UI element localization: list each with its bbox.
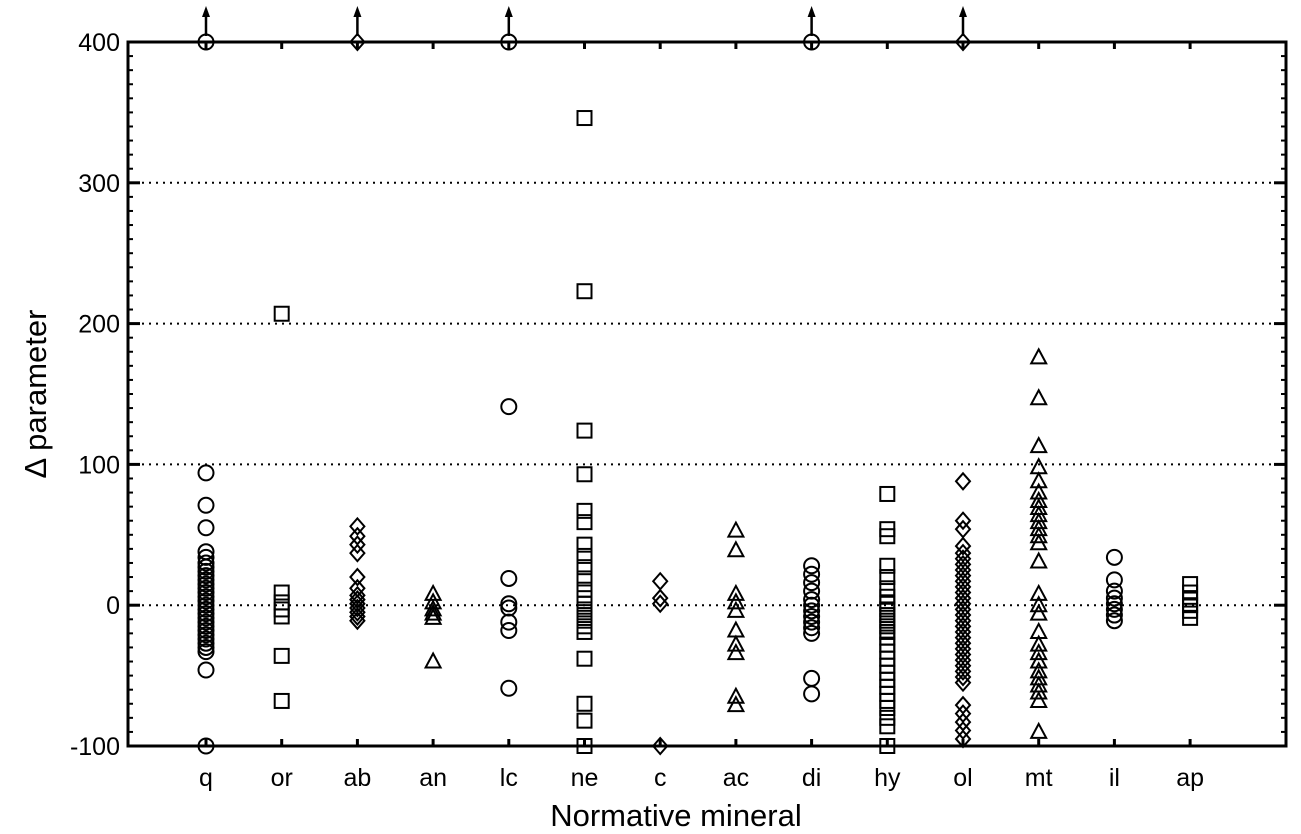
y-tick-label: 100 <box>78 451 120 479</box>
data-point-diamond <box>956 624 970 640</box>
data-point-diamond <box>956 607 970 623</box>
data-point-square <box>275 649 289 663</box>
y-tick-label: 300 <box>78 170 120 198</box>
data-point-triangle <box>728 542 743 556</box>
x-axis-title: Normative mineral <box>550 798 802 833</box>
data-point-square <box>880 487 894 501</box>
x-tick-label: di <box>802 764 821 792</box>
data-point-diamond <box>956 585 970 601</box>
x-tick-label: ab <box>343 764 371 792</box>
x-tick-label: ap <box>1176 764 1204 792</box>
x-tick-label: hy <box>874 764 901 792</box>
off-scale-arrow-head <box>505 6 513 17</box>
data-point-triangle <box>1031 349 1046 363</box>
data-point-circle <box>804 671 819 686</box>
data-point-diamond <box>653 590 667 606</box>
data-point-triangle <box>1031 459 1046 473</box>
x-tick-label: ol <box>953 764 972 792</box>
data-point-square <box>578 714 592 728</box>
x-tick-label: lc <box>500 764 518 792</box>
data-point-diamond <box>956 562 970 578</box>
data-point-diamond <box>956 556 970 572</box>
data-point-diamond <box>956 573 970 589</box>
plot-frame <box>128 42 1286 746</box>
x-tick-label: c <box>654 764 667 792</box>
data-point-square <box>578 111 592 125</box>
y-tick-label: 200 <box>78 311 120 339</box>
data-point-diamond <box>350 518 364 534</box>
data-points <box>199 34 1198 754</box>
data-point-triangle <box>1031 438 1046 452</box>
x-axis-tick-labels: q or ab an lc ne c ac di hy ol mt il ap <box>199 764 1204 792</box>
data-point-diamond <box>956 473 970 489</box>
x-tick-label: mt <box>1025 764 1053 792</box>
data-point-circle <box>501 399 516 414</box>
data-point-diamond <box>956 601 970 617</box>
data-point-diamond <box>956 618 970 634</box>
off-scale-arrow-head <box>202 6 210 17</box>
data-point-diamond <box>956 652 970 668</box>
data-point-triangle <box>1031 724 1046 738</box>
data-point-diamond <box>956 613 970 629</box>
data-point-square <box>578 284 592 298</box>
data-point-circle <box>199 662 214 677</box>
x-tick-label: an <box>419 764 447 792</box>
data-point-square <box>275 694 289 708</box>
data-point-triangle <box>728 623 743 637</box>
data-point-circle <box>1107 550 1122 565</box>
data-point-triangle <box>1031 390 1046 404</box>
data-point-diamond <box>350 569 364 585</box>
data-point-circle <box>501 681 516 696</box>
data-point-square <box>578 467 592 481</box>
x-tick-label: ne <box>571 764 599 792</box>
data-point-circle <box>804 686 819 701</box>
off-scale-arrows <box>202 6 967 36</box>
data-point-diamond <box>956 675 970 691</box>
data-point-diamond <box>956 635 970 651</box>
data-point-square <box>880 711 894 725</box>
x-tick-label: il <box>1109 764 1120 792</box>
grid-lines <box>128 183 1286 605</box>
data-point-diamond <box>956 596 970 612</box>
off-scale-arrow-head <box>808 6 816 17</box>
data-point-diamond <box>956 663 970 679</box>
y-axis-title: Δ parameter <box>18 310 53 479</box>
data-point-square <box>578 652 592 666</box>
data-point-circle <box>199 498 214 513</box>
x-tick-label: or <box>271 764 293 792</box>
y-tick-label: -100 <box>70 733 120 761</box>
data-point-triangle <box>1031 554 1046 568</box>
data-point-square <box>578 697 592 711</box>
data-point-square <box>275 586 289 600</box>
data-point-diamond <box>956 641 970 657</box>
data-point-circle <box>199 520 214 535</box>
data-point-diamond <box>653 573 667 589</box>
data-point-diamond <box>956 579 970 595</box>
data-point-diamond <box>956 658 970 674</box>
data-point-diamond <box>956 669 970 685</box>
data-point-diamond <box>956 646 970 662</box>
data-point-triangle <box>426 654 441 668</box>
y-tick-label: 400 <box>78 29 120 57</box>
data-point-square <box>578 424 592 438</box>
y-axis-tick-labels: -100 0 100 200 300 400 <box>70 29 120 761</box>
data-point-diamond <box>956 568 970 584</box>
data-point-circle <box>501 571 516 586</box>
x-tick-label: ac <box>723 764 749 792</box>
data-point-diamond <box>956 590 970 606</box>
data-point-diamond <box>956 630 970 646</box>
data-point-circle <box>199 465 214 480</box>
off-scale-arrow-head <box>959 6 967 17</box>
data-point-diamond <box>653 596 667 612</box>
x-tick-label: q <box>199 764 213 792</box>
data-point-square <box>880 719 894 733</box>
data-point-square <box>1183 577 1197 591</box>
axis-ticks <box>128 42 1286 746</box>
data-point-square <box>275 307 289 321</box>
off-scale-arrow-head <box>353 6 361 17</box>
y-tick-label: 0 <box>106 592 120 620</box>
data-point-triangle <box>728 523 743 537</box>
